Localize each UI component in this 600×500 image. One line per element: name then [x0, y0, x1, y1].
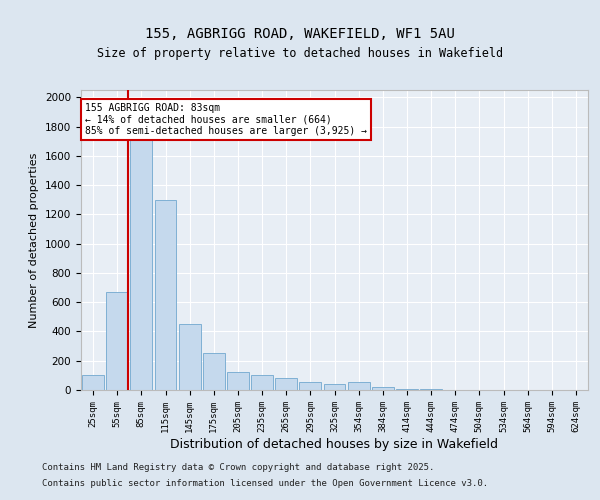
Text: 155 AGBRIGG ROAD: 83sqm
← 14% of detached houses are smaller (664)
85% of semi-d: 155 AGBRIGG ROAD: 83sqm ← 14% of detache… — [85, 103, 367, 136]
Bar — [396, 389, 418, 390]
Bar — [155, 200, 176, 390]
Bar — [251, 376, 273, 390]
Bar — [179, 324, 200, 390]
Bar — [420, 389, 442, 390]
Text: Contains public sector information licensed under the Open Government Licence v3: Contains public sector information licen… — [42, 478, 488, 488]
Bar — [323, 384, 346, 390]
Bar — [227, 372, 249, 390]
Text: 155, AGBRIGG ROAD, WAKEFIELD, WF1 5AU: 155, AGBRIGG ROAD, WAKEFIELD, WF1 5AU — [145, 28, 455, 42]
Bar — [82, 376, 104, 390]
Bar — [203, 352, 224, 390]
Bar — [372, 387, 394, 390]
Bar — [106, 292, 128, 390]
Bar — [348, 382, 370, 390]
Y-axis label: Number of detached properties: Number of detached properties — [29, 152, 40, 328]
Text: Contains HM Land Registry data © Crown copyright and database right 2025.: Contains HM Land Registry data © Crown c… — [42, 464, 434, 472]
Bar — [299, 382, 321, 390]
X-axis label: Distribution of detached houses by size in Wakefield: Distribution of detached houses by size … — [170, 438, 499, 450]
Bar — [130, 124, 152, 390]
Text: Size of property relative to detached houses in Wakefield: Size of property relative to detached ho… — [97, 48, 503, 60]
Bar — [275, 378, 297, 390]
